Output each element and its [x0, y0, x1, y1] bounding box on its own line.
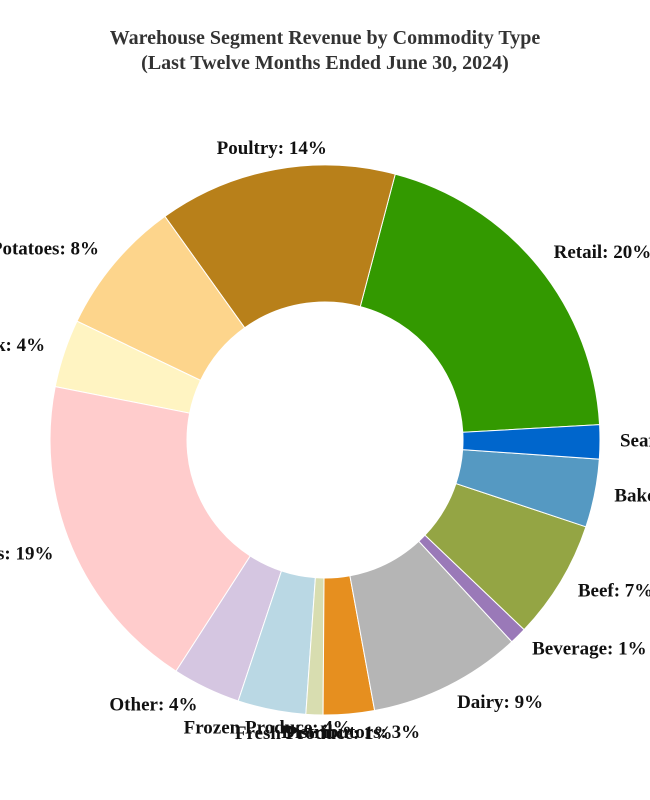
label-other: Other: 4% [109, 694, 197, 715]
donut-labels: Retail: 20% Poultry: 14% Potatoes: 8% Pork:… [0, 138, 650, 744]
slice-poultry [164, 164, 396, 329]
label-potatoes: Potatoes: 8% [0, 239, 99, 260]
label-packaged-foods: Packaged Foods: 19% [0, 544, 53, 565]
slice-retail [359, 173, 601, 433]
chart-title: Warehouse Segment Revenue by Commodity T… [109, 27, 541, 49]
label-seafood: Seafood: 2% [620, 430, 650, 451]
label-distributors: Distributors: 3% [281, 722, 420, 743]
label-bakery: Bakery: 4% [614, 486, 650, 507]
label-poultry: Poultry: 14% [217, 138, 327, 159]
slice-packaged-foods [49, 385, 251, 672]
label-beverage: Beverage: 1% [532, 638, 646, 659]
label-pork: Pork: 4% [0, 335, 45, 356]
label-beef: Beef: 7% [578, 580, 650, 601]
donut-slices [49, 164, 601, 716]
label-frozen-produce: Frozen Produce: 4% [184, 718, 352, 739]
chart-subtitle: (Last Twelve Months Ended June 30, 2024) [141, 52, 509, 74]
label-retail: Retail: 20% [554, 242, 650, 263]
label-fresh-produce: Fresh Produce: 1% [235, 723, 393, 744]
label-dairy: Dairy: 9% [457, 692, 543, 713]
slice-seafood [462, 424, 601, 460]
